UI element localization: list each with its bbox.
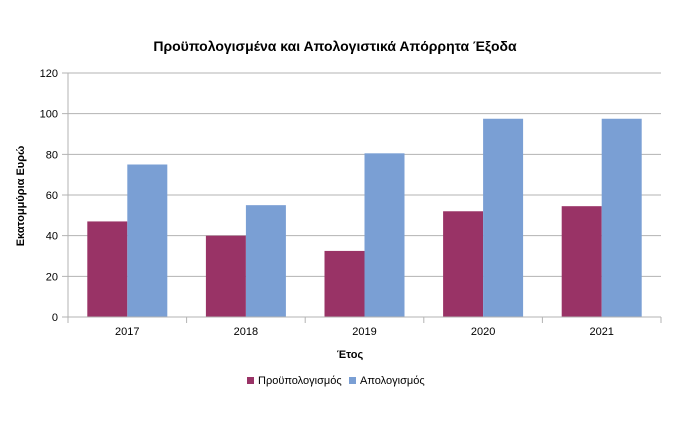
y-tick-label: 80 — [46, 149, 58, 161]
legend: Προϋπολογισμός Απολογισμός — [247, 375, 425, 387]
bar-actual-2021 — [601, 118, 642, 317]
y-tick-label: 60 — [46, 190, 58, 202]
chart-title: Προϋπολογισμένα και Απολογιστικά Απόρρητ… — [153, 38, 517, 54]
bar-actual-2017 — [127, 164, 168, 317]
bars — [87, 118, 642, 317]
x-tick-label: 2019 — [352, 326, 376, 338]
y-axis-ticks: 0 20 40 60 80 100 120 — [40, 68, 58, 324]
x-axis-title: Έτος — [337, 349, 364, 361]
legend-label: Απολογισμός — [360, 375, 425, 387]
bar-budget-2017 — [87, 221, 128, 317]
x-tick-label: 2017 — [115, 326, 139, 338]
y-tick-label: 40 — [46, 231, 58, 243]
bar-actual-2020 — [483, 118, 524, 317]
bar-budget-2021 — [561, 206, 602, 317]
y-tick-label: 0 — [52, 312, 58, 324]
y-tick-label: 20 — [46, 271, 58, 283]
bar-budget-2018 — [205, 235, 246, 317]
bar-budget-2019 — [324, 250, 365, 317]
x-tick-label: 2018 — [234, 326, 258, 338]
x-axis-ticks: 2017 2018 2019 2020 2021 — [67, 317, 662, 338]
legend-swatch — [247, 377, 254, 384]
bar-actual-2018 — [245, 205, 286, 317]
x-tick-label: 2020 — [471, 326, 495, 338]
legend-label: Προϋπολογισμός — [258, 375, 342, 387]
bar-budget-2020 — [443, 211, 484, 317]
y-tick-label: 120 — [40, 68, 58, 80]
legend-swatch — [349, 377, 356, 384]
bar-actual-2019 — [364, 153, 405, 317]
x-tick-label: 2021 — [589, 326, 613, 338]
y-tick-label: 100 — [40, 109, 58, 121]
y-axis-title: Εκατομμύρια Ευρώ — [15, 146, 27, 247]
